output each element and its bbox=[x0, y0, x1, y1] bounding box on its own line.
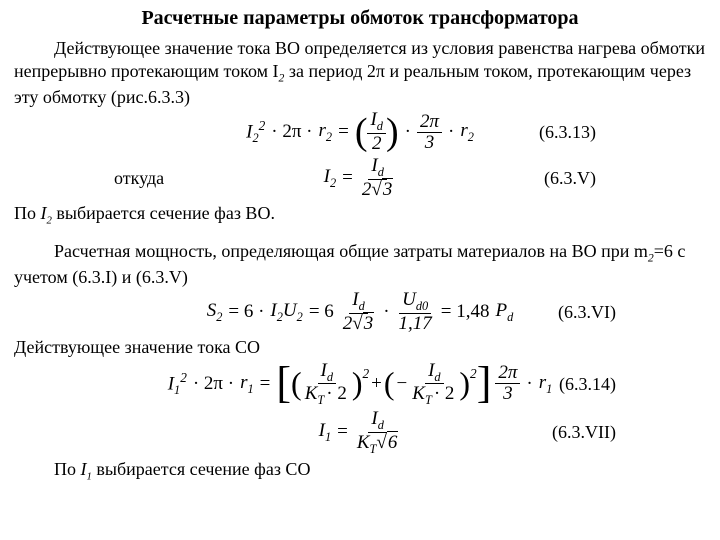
eq13-number: (6.3.13) bbox=[539, 121, 596, 144]
paragraph-5: По I1 выбирается сечение фаз СО bbox=[14, 458, 706, 484]
eq14-fd: 3 bbox=[500, 384, 516, 404]
equation-6-3-V: откуда I2 = Id 23 (6.3.V) bbox=[14, 156, 706, 200]
paragraph-3: Расчетная мощность, определяющая общие з… bbox=[14, 240, 706, 289]
eq14-sq1: 2 bbox=[363, 366, 370, 383]
eq14-i2d-tail: · 2 bbox=[432, 383, 457, 404]
eqVI-eq2: = 6 bbox=[307, 300, 336, 324]
eqVI-f1n-sub: d bbox=[359, 299, 365, 313]
p5-b: выбирается сечение фаз СО bbox=[92, 459, 311, 479]
eqVI-f1d-sqrt: 3 bbox=[363, 312, 375, 334]
eqVI-S-sub: 2 bbox=[216, 310, 222, 324]
p2-a: По bbox=[14, 203, 41, 223]
eqV-I-sub: 2 bbox=[330, 175, 336, 189]
eqVII-num-sub: d bbox=[378, 418, 384, 432]
eqV-eq: = bbox=[340, 166, 355, 190]
eqVII-eq: = bbox=[335, 420, 350, 444]
eqVI-dot: · bbox=[381, 300, 391, 324]
eq14-r2: r bbox=[539, 372, 546, 393]
eqV-formula: I2 = Id 23 bbox=[324, 156, 397, 200]
eq13-f2n: 2π bbox=[417, 112, 442, 133]
eqVII-formula: I1 = Id KT6 bbox=[319, 409, 402, 456]
eqVI-f2d: 1,17 bbox=[396, 314, 435, 334]
equation-6-3-VII: I1 = Id KT6 (6.3.VII) bbox=[14, 409, 706, 456]
eq14-neg: − bbox=[395, 372, 410, 396]
equation-6-3-14: I12 · 2π · r1 = [ ( Id KT· 2 ) 2 + ( − bbox=[14, 361, 706, 408]
eq13-dot2: · bbox=[446, 120, 456, 144]
eq13-I-sub: 2 bbox=[252, 131, 258, 145]
eq14-sq2: 2 bbox=[470, 366, 477, 383]
eqVI-eq3: = 1,48 bbox=[439, 300, 492, 324]
eq14-formula: I12 · 2π · r1 = [ ( Id KT· 2 ) 2 + ( − bbox=[168, 361, 553, 408]
eq13-paren-num-sub: d bbox=[377, 119, 383, 133]
p2-b: выбирается сечение фаз ВО. bbox=[52, 203, 275, 223]
eq14-fn: 2π bbox=[495, 363, 520, 384]
eq14-number: (6.3.14) bbox=[559, 373, 616, 396]
eq13-op1: · 2π · bbox=[269, 120, 314, 144]
eq14-i2dK: K bbox=[412, 383, 425, 404]
eqVII-I-sub: 1 bbox=[325, 430, 331, 444]
eq13-I-sup: 2 bbox=[259, 118, 266, 133]
page: Расчетные параметры обмоток трансформато… bbox=[0, 0, 720, 492]
eq14-I-sup: 2 bbox=[180, 370, 187, 385]
eqV-den-two: 2 bbox=[362, 179, 372, 200]
eq14-i2d-sub: T bbox=[425, 393, 432, 407]
eq13-r-sub: 2 bbox=[326, 130, 332, 144]
eqV-number: (6.3.V) bbox=[544, 167, 596, 190]
equation-6-3-13: I22 · 2π · r2 = ( Id 2 ) · 2π 3 · r2 (6.… bbox=[14, 110, 706, 154]
eqVI-P-sub: d bbox=[507, 310, 513, 324]
eq14-plus: + bbox=[369, 372, 384, 396]
eqVI-number: (6.3.VI) bbox=[558, 301, 616, 324]
eq13-eq: = bbox=[336, 120, 351, 144]
paragraph-4: Действующее значение тока СО bbox=[14, 336, 706, 359]
eqVI-U-sub: 2 bbox=[297, 310, 303, 324]
eq14-r: r bbox=[240, 372, 247, 393]
eq14-mid: · 2π · bbox=[191, 372, 236, 396]
eqV-num-sub: d bbox=[378, 165, 384, 179]
eqVI-f2n-sub: d0 bbox=[416, 299, 428, 313]
eqVII-denK: K bbox=[357, 432, 370, 453]
paragraph-2: По I2 выбирается сечение фаз ВО. bbox=[14, 202, 706, 228]
eq13-r2: r bbox=[460, 120, 467, 141]
eqV-lead: откуда bbox=[114, 167, 164, 190]
eqVI-f1d-two: 2 bbox=[343, 313, 353, 334]
eq13-r2-sub: 2 bbox=[468, 130, 474, 144]
eqVII-number: (6.3.VII) bbox=[552, 421, 616, 444]
eqVI-formula: S2 = 6 · I2U2 = 6 Id 23 · Ud0 1,17 = 1,4… bbox=[207, 290, 514, 334]
paragraph-1: Действующее значение тока ВО определяетс… bbox=[14, 37, 706, 108]
eqVI-eq1: = 6 · bbox=[226, 300, 266, 324]
eqVI-S: S bbox=[207, 300, 217, 321]
eqV-den-sqrt: 3 bbox=[382, 178, 394, 200]
eq14-i1d-tail: · 2 bbox=[324, 383, 349, 404]
p3-a: Расчетная мощность, определяющая общие з… bbox=[54, 241, 648, 261]
eq14-i1dK: K bbox=[305, 383, 318, 404]
eq14-i2n-sub: d bbox=[434, 369, 440, 383]
eqVI-f2n: U bbox=[402, 289, 416, 310]
eq13-f2d: 3 bbox=[422, 133, 438, 153]
eq14-r2-sub: 1 bbox=[546, 382, 552, 396]
eq13-paren-den: 2 bbox=[369, 134, 385, 154]
eqVII-den-sqrt: 6 bbox=[387, 431, 399, 453]
eq13-dot: · bbox=[403, 120, 413, 144]
eqVI-U: U bbox=[283, 300, 297, 321]
eq13-formula: I22 · 2π · r2 = ( Id 2 ) · 2π 3 · r2 bbox=[246, 110, 474, 154]
equation-6-3-VI: S2 = 6 · I2U2 = 6 Id 23 · Ud0 1,17 = 1,4… bbox=[14, 290, 706, 334]
eq14-dot: · bbox=[524, 372, 534, 396]
eq14-i1n-sub: d bbox=[327, 369, 333, 383]
eq14-r-sub: 1 bbox=[248, 382, 254, 396]
page-title: Расчетные параметры обмоток трансформато… bbox=[14, 6, 706, 31]
eqVI-P: P bbox=[496, 300, 508, 321]
eq14-eq: = bbox=[258, 372, 273, 396]
eq13-r: r bbox=[319, 120, 326, 141]
p5-a: По bbox=[54, 459, 81, 479]
